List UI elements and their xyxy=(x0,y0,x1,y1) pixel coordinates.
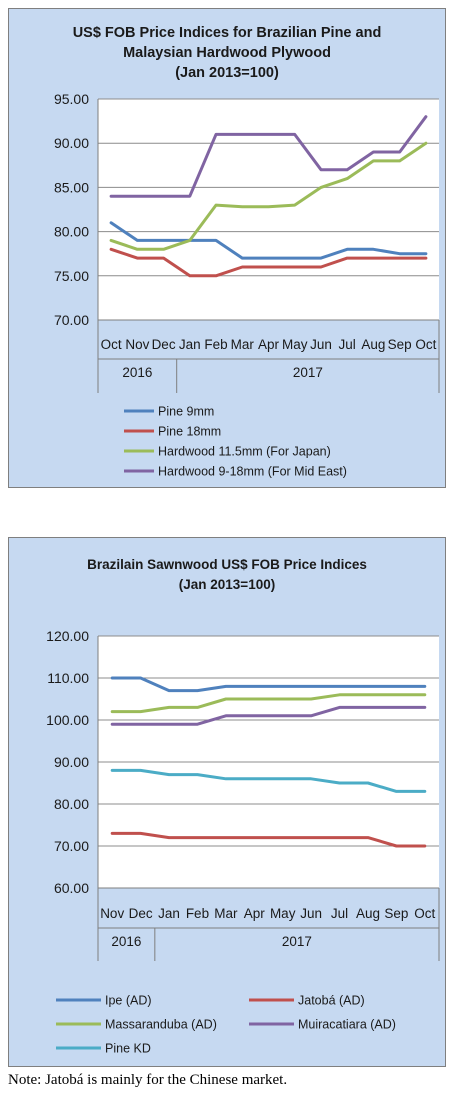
chart1-y-tick-label: 85.00 xyxy=(54,179,89,195)
chart2-title-line1: Brazilain Sawnwood US$ FOB Price Indices xyxy=(87,557,367,572)
chart1-legend-label: Hardwood 9-18mm (For Mid East) xyxy=(158,465,347,479)
chart1-y-tick-label: 95.00 xyxy=(54,91,89,107)
chart1-x-tick-label: Oct xyxy=(415,337,436,352)
chart1-x-tick-label: Feb xyxy=(204,337,227,352)
chart1-series-line-pine-18mm xyxy=(109,247,428,278)
chart2-series-line-massaranduba-ad xyxy=(110,693,427,714)
chart1-plot-area xyxy=(98,99,439,320)
chart2-x-tick-label: Jul xyxy=(331,906,348,921)
chart1-series-line-hardwood-9-18mm-for-mid-east xyxy=(109,115,428,198)
chart1-title-line3: (Jan 2013=100) xyxy=(175,65,279,81)
chart2-x-tick-label: Aug xyxy=(356,906,380,921)
chart1-x-tick-label: Dec xyxy=(152,337,176,352)
chart2-y-tick-label: 120.00 xyxy=(46,628,89,644)
chart1-legend-label: Hardwood 11.5mm (For Japan) xyxy=(158,445,331,459)
chart1-title-line2: Malaysian Hardwood Plywood xyxy=(123,45,331,61)
chart2-x-tick-label: Mar xyxy=(214,906,238,921)
chart1-x-tick-label: Sep xyxy=(388,337,412,352)
sawnwood-price-chart-panel: Brazilain Sawnwood US$ FOB Price Indices… xyxy=(8,537,446,1067)
chart1-y-tick-label: 70.00 xyxy=(54,312,89,328)
chart1-x-tick-label: Jul xyxy=(339,337,356,352)
chart1-y-tick-label: 75.00 xyxy=(54,268,89,284)
chart2-legend-label: Jatobá (AD) xyxy=(298,994,365,1008)
chart2-x-tick-label: Nov xyxy=(100,906,124,921)
chart2-x-tick-label: Feb xyxy=(186,906,209,921)
plywood-price-chart-panel: US$ FOB Price Indices for Brazilian Pine… xyxy=(8,8,446,488)
chart1-x-tick-label: Oct xyxy=(101,337,122,352)
sawnwood-price-chart: 60.00 70.00 80.00 90.00 100.00 110.00 120.00 No… xyxy=(46,628,440,1056)
chart2-x-tick-label: Sep xyxy=(384,906,408,921)
chart2-y-tick-label: 70.00 xyxy=(54,838,89,854)
chart1-series-line-hardwood-11-5mm-for-japan xyxy=(109,141,428,251)
chart2-year-label-2017: 2017 xyxy=(282,934,312,949)
chart2-y-tick-label: 100.00 xyxy=(46,712,89,728)
chart2-y-tick-label: 60.00 xyxy=(54,880,89,896)
chart2-y-tick-label: 80.00 xyxy=(54,796,89,812)
chart2-y-tick-label: 110.00 xyxy=(47,670,89,686)
chart1-year-label-2017: 2017 xyxy=(293,365,323,380)
chart1-x-tick-label: Apr xyxy=(258,337,280,352)
chart2-series-line-ipe-ad xyxy=(110,676,427,693)
chart1-x-tick-label: Mar xyxy=(231,337,255,352)
chart1-x-tick-label: May xyxy=(282,337,308,352)
chart2-legend-label: Ipe (AD) xyxy=(105,994,152,1008)
chart1-x-tick-label: Jan xyxy=(179,337,201,352)
chart1-y-tick-label: 80.00 xyxy=(54,224,89,240)
chart2-year-label-2016: 2016 xyxy=(111,934,141,949)
chart2-series-line-jatob-ad xyxy=(110,831,427,848)
chart2-series-line-muiracatiara-ad xyxy=(110,705,427,726)
chart2-legend-label: Pine KD xyxy=(105,1042,151,1056)
footnote: Note: Jatobá is mainly for the Chinese m… xyxy=(8,1072,288,1088)
chart2-x-tick-label: Dec xyxy=(129,906,153,921)
chart2-x-tick-label: Jun xyxy=(300,906,322,921)
chart1-year-label-2016: 2016 xyxy=(122,365,152,380)
chart1-x-tick-label: Nov xyxy=(125,337,149,352)
chart1-series-line-pine-9mm xyxy=(109,221,428,260)
chart2-legend-label: Muiracatiara (AD) xyxy=(298,1018,396,1032)
chart1-legend-label: Pine 9mm xyxy=(158,405,214,419)
chart2-title-line2: (Jan 2013=100) xyxy=(178,577,276,592)
chart2-x-tick-label: May xyxy=(270,906,296,921)
chart1-y-tick-label: 90.00 xyxy=(54,135,89,151)
chart2-x-tick-label: Oct xyxy=(414,906,435,921)
chart2-legend-label: Massaranduba (AD) xyxy=(105,1018,217,1032)
chart2-x-tick-label: Apr xyxy=(244,906,266,921)
chart2-x-tick-label: Jan xyxy=(158,906,180,921)
chart1-x-tick-label: Jun xyxy=(310,337,332,352)
chart1-x-tick-label: Aug xyxy=(361,337,385,352)
chart1-title-line1: US$ FOB Price Indices for Brazilian Pine… xyxy=(72,25,382,41)
chart2-series-line-pine-kd xyxy=(110,768,427,793)
chart1-legend-label: Pine 18mm xyxy=(158,425,221,439)
chart2-y-tick-label: 90.00 xyxy=(54,754,89,770)
